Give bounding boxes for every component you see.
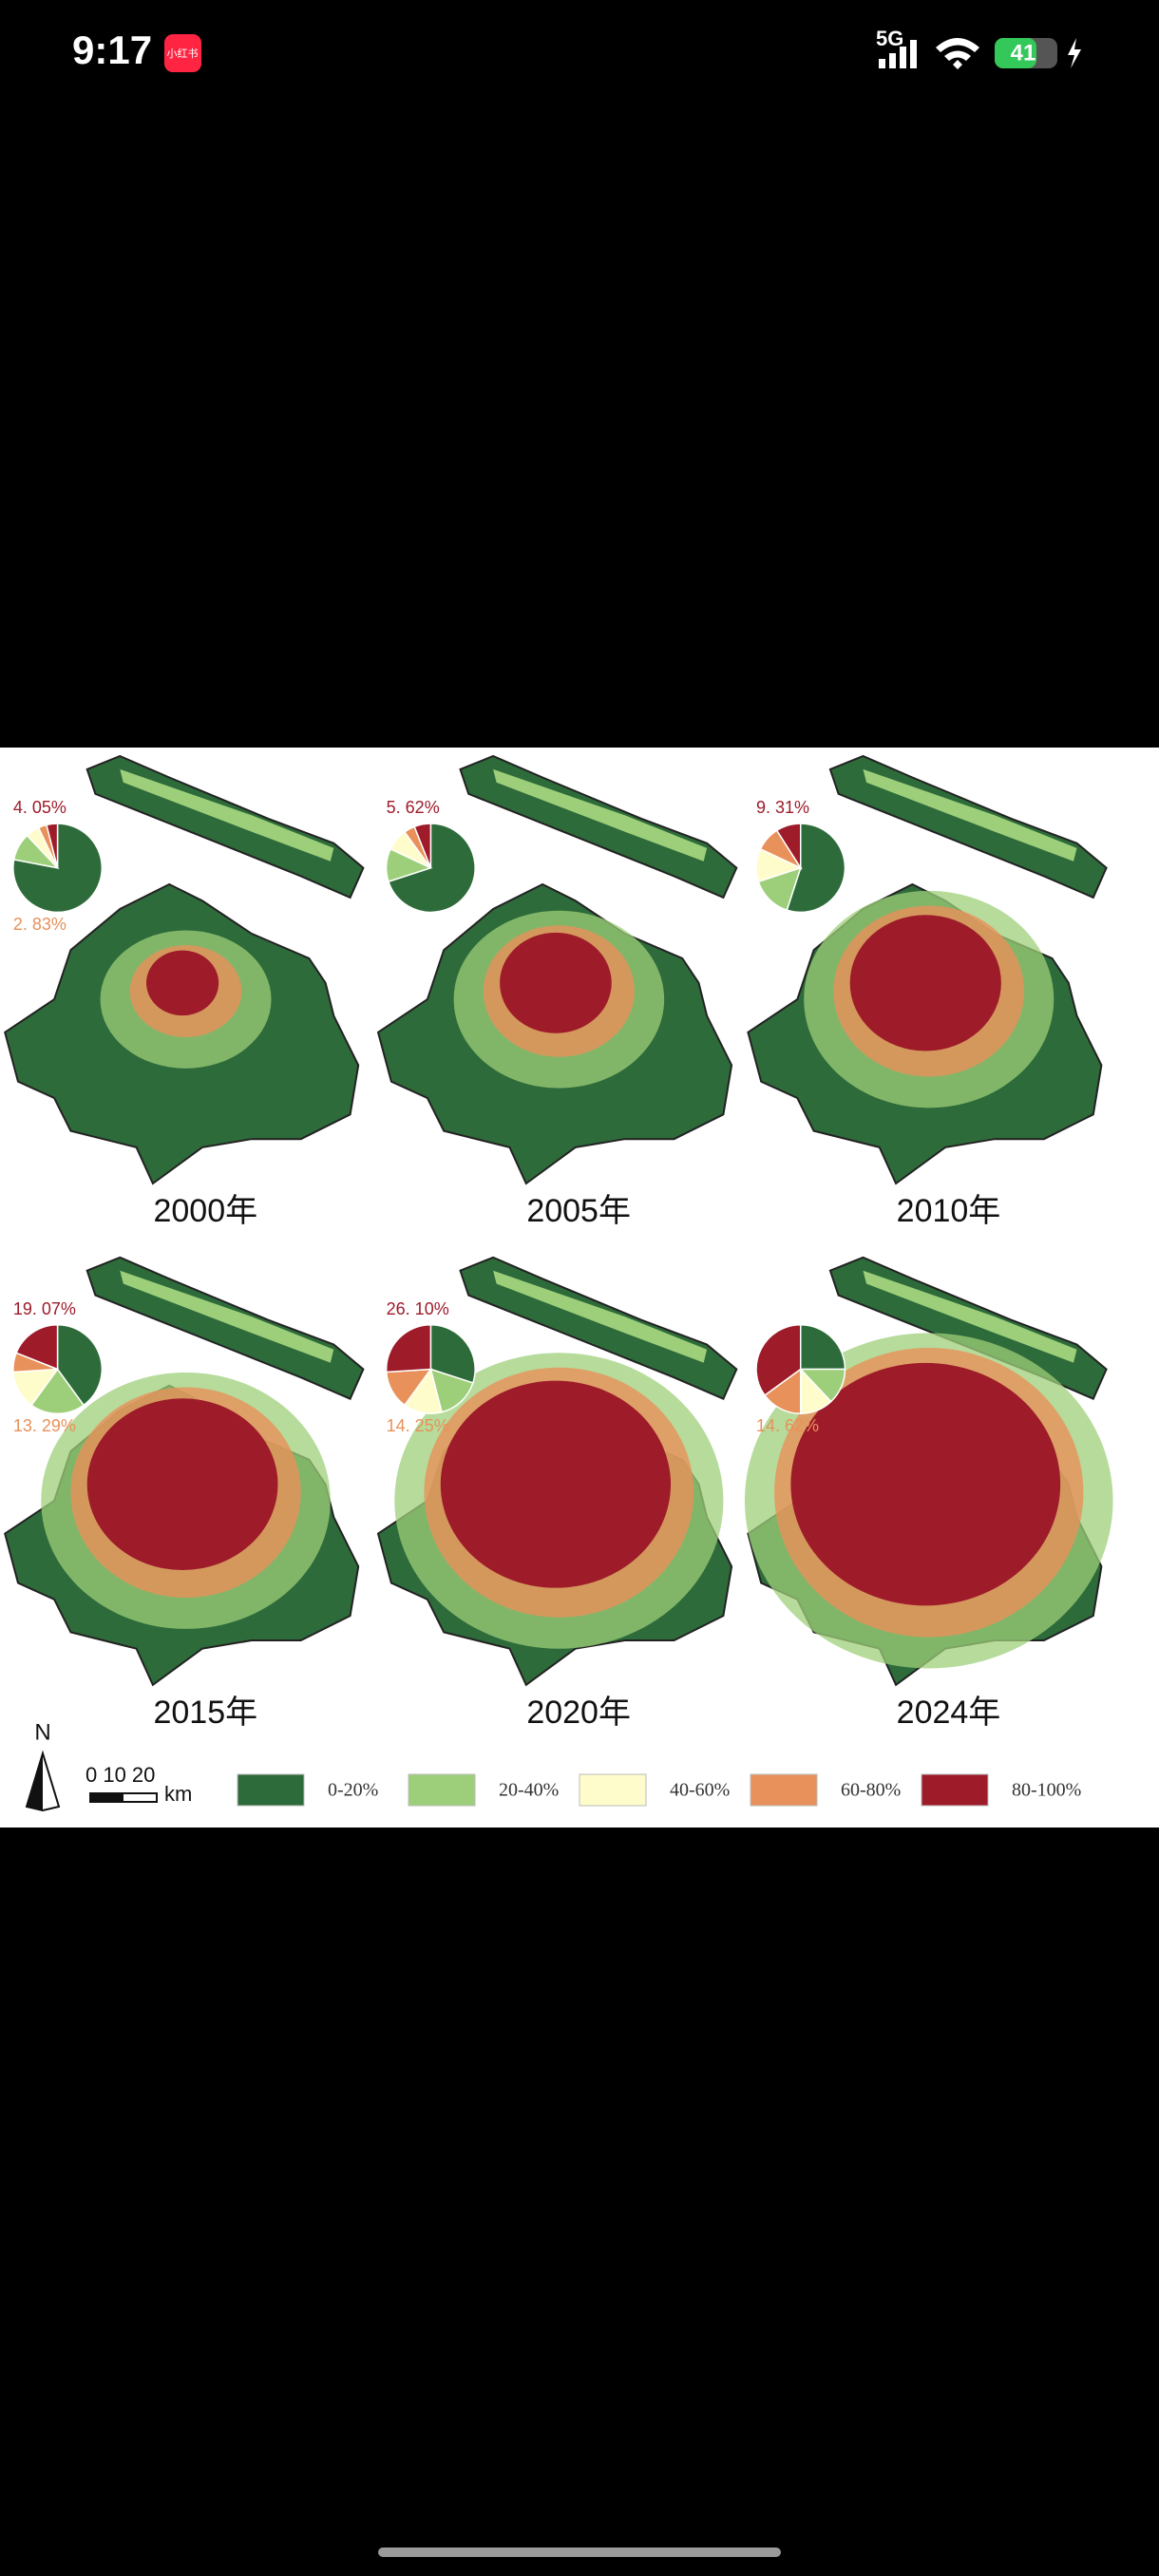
map-island-light: [120, 768, 334, 862]
urban-core: [500, 932, 612, 1033]
pie-slice: [56, 1324, 104, 1407]
pie-top-label: 5. 62%: [387, 798, 440, 817]
pie-top-label: 26. 10%: [387, 1299, 449, 1318]
pie-top-label: 9. 31%: [756, 798, 809, 817]
map-panel: 2000年 4. 05% 2. 83%: [4, 754, 365, 1229]
network-type: 5G: [876, 27, 903, 50]
pie-bottom-label: 14. 25%: [387, 1416, 449, 1435]
app-name: 小红书: [167, 47, 199, 60]
pie-slice: [775, 823, 802, 871]
wifi-icon: [936, 38, 979, 69]
pie-top-label: 19. 07%: [13, 1299, 76, 1318]
scale-bar-fill: [90, 1793, 124, 1802]
north-label: N: [34, 1719, 50, 1745]
urban-core: [440, 1380, 672, 1588]
map-panel: 2005年 5. 62%: [376, 754, 738, 1229]
pie-slice: [30, 1368, 86, 1414]
pie-bottom-label: 13. 29%: [13, 1416, 76, 1435]
year-label: 2010年: [897, 1193, 1001, 1229]
pie-slice: [800, 1324, 846, 1371]
map-island-light: [493, 1270, 708, 1363]
signal-icon: [879, 40, 917, 68]
pie-top-label: 4. 05%: [13, 798, 66, 817]
pie-slice: [15, 1324, 59, 1371]
pie-slice: [413, 823, 432, 868]
pie-slice: [385, 1324, 432, 1373]
status-time: 9:17: [72, 28, 152, 72]
legend-swatch: [750, 1773, 818, 1807]
urban-core: [146, 950, 219, 1016]
map-panel: 2024年 14. 62%: [744, 1256, 1113, 1731]
urban-core: [849, 915, 1001, 1051]
legend: N 0 10 20 km 0-20% 20-40% 40-60% 60-80% 80-100%: [25, 1719, 1081, 1812]
legend-label: 60-80%: [841, 1780, 901, 1801]
pie-slice: [429, 1368, 474, 1413]
map-island-light: [863, 768, 1077, 862]
year-label: 2015年: [153, 1695, 257, 1731]
legend-swatch: [237, 1773, 305, 1807]
pie-slice: [786, 823, 846, 914]
map-island-light: [493, 768, 708, 862]
urban-core: [86, 1398, 278, 1570]
home-indicator: [378, 2548, 781, 2557]
charging-icon: [1068, 38, 1081, 68]
legend-swatch: [579, 1773, 647, 1807]
legend-label: 40-60%: [670, 1780, 730, 1801]
north-arrow-fill: [27, 1753, 43, 1810]
map-island-light: [120, 1270, 334, 1363]
year-label: 2000年: [153, 1193, 257, 1229]
app-icon: [164, 34, 201, 72]
map-panel: 2015年 19. 07% 13. 29%: [4, 1256, 365, 1731]
urban-core: [790, 1362, 1061, 1606]
legend-label: 80-100%: [1012, 1780, 1081, 1801]
pie-slice: [46, 823, 59, 868]
year-label: 2020年: [526, 1695, 631, 1731]
legend-label: 20-40%: [499, 1780, 559, 1801]
year-label: 2005年: [526, 1193, 631, 1229]
legend-swatch: [408, 1773, 476, 1807]
legend-label: 0-20%: [328, 1780, 378, 1801]
legend-swatch: [921, 1773, 989, 1807]
map-island-light: [863, 1270, 1077, 1363]
battery-level: [995, 38, 1036, 68]
map-panel: 2020年 26. 10% 14. 25%: [376, 1256, 738, 1731]
pie-bottom-label: 2. 83%: [13, 915, 66, 934]
pie-slice: [755, 1324, 802, 1397]
battery-text: 41: [1011, 40, 1036, 66]
year-label: 2024年: [897, 1695, 1001, 1731]
map-panel: 2010年 9. 31%: [747, 754, 1108, 1229]
scale-label: 0 10 20: [86, 1763, 155, 1787]
scale-unit: km: [164, 1782, 192, 1806]
pie-bottom-label: 14. 62%: [756, 1416, 819, 1435]
pie-slice: [429, 1324, 476, 1384]
